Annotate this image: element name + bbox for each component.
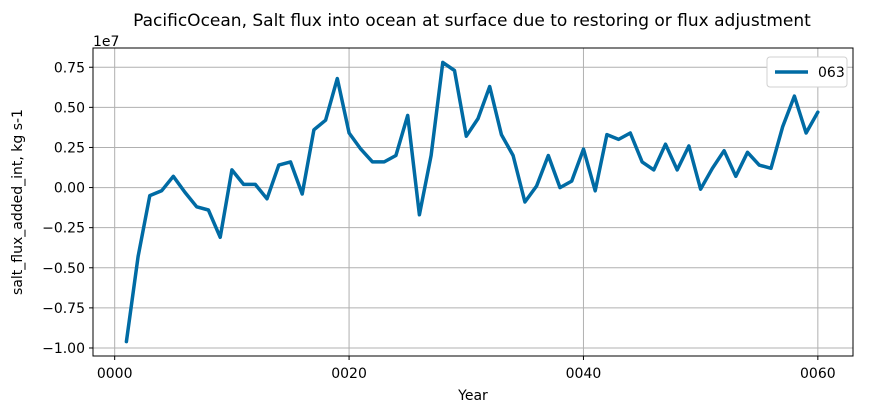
y-tick-label: 0.75 bbox=[54, 60, 85, 76]
legend-label-063: 063 bbox=[818, 65, 845, 81]
y-tick-label: 0.25 bbox=[54, 140, 85, 156]
plot-frame bbox=[92, 47, 854, 357]
y-tick-label: −0.50 bbox=[42, 261, 85, 277]
x-tick-label: 0020 bbox=[331, 366, 367, 382]
y-tick-label: −0.75 bbox=[42, 301, 85, 317]
x-tick-label: 0060 bbox=[800, 366, 836, 382]
x-tick-label: 0040 bbox=[566, 366, 602, 382]
y-tick-label: 0.00 bbox=[54, 181, 85, 197]
series-layer bbox=[124, 60, 820, 344]
y-tick-label: −1.00 bbox=[42, 341, 85, 357]
ticks: 0000 0020 0040 0060 −1.00 −0.75 −0.50 −0.25 0.00… bbox=[42, 60, 836, 382]
grid bbox=[93, 48, 853, 356]
y-tick-label: 0.50 bbox=[54, 100, 85, 116]
series-line-063 bbox=[124, 60, 820, 344]
y-tick-label: −0.25 bbox=[42, 221, 85, 237]
y-axis-label: salt_flux_added_int, kg s-1 bbox=[10, 109, 26, 295]
legend: 063 bbox=[766, 56, 848, 88]
chart-title: PacificOcean, Salt flux into ocean at su… bbox=[133, 11, 811, 31]
y-offset-label: 1e7 bbox=[93, 34, 119, 50]
x-tick-label: 0000 bbox=[97, 366, 133, 382]
x-axis-label: Year bbox=[457, 388, 488, 404]
